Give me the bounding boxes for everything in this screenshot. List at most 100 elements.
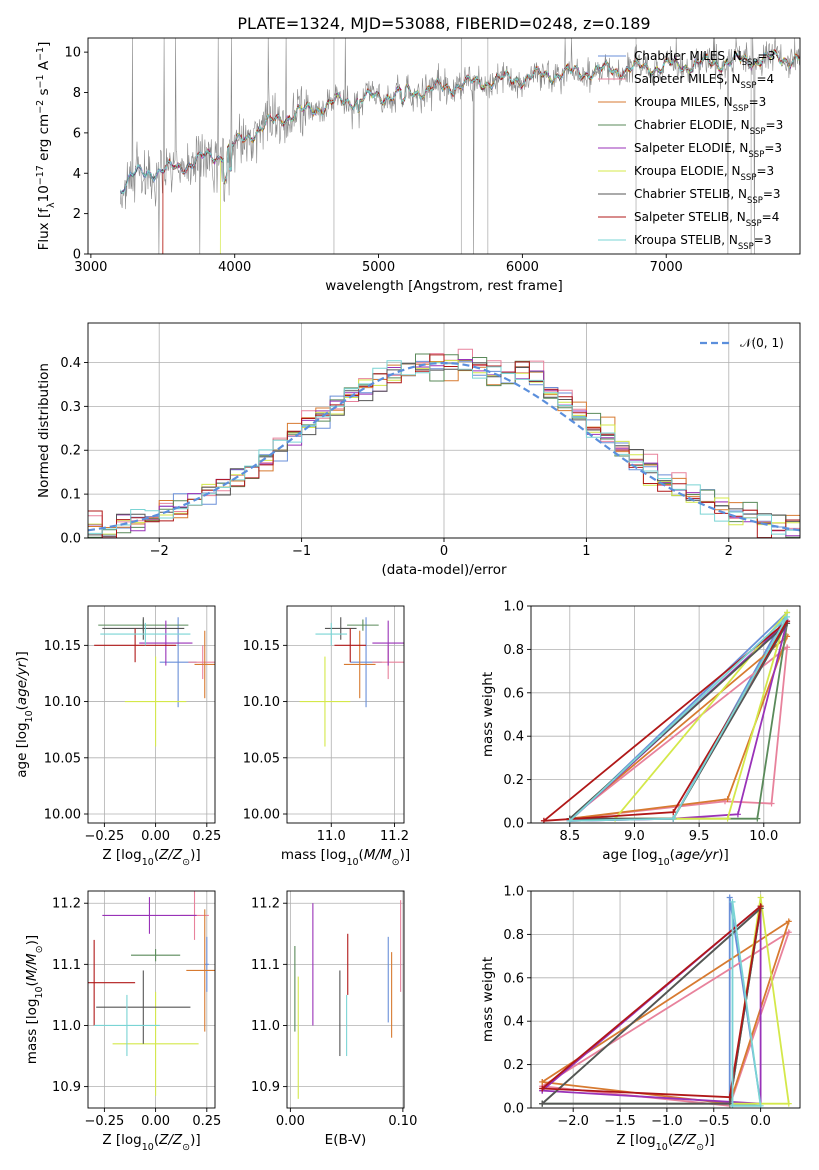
x-tick-label: 6000 — [506, 260, 539, 275]
axes-border — [530, 605, 801, 824]
legend-label-part: Salpeter STELIB, N — [634, 210, 746, 224]
y-axis-label: Normed distribution — [36, 363, 52, 498]
y-axis-label-part: −2 — [35, 100, 46, 114]
gridlines — [88, 606, 215, 823]
x-axis-label-part: )] — [704, 1132, 715, 1148]
y-axis-label-part: A — [36, 60, 52, 74]
y-tick-label: 0.0 — [503, 1102, 524, 1117]
legend-label-part: =3 — [764, 141, 782, 155]
x-tick-label: 1 — [582, 544, 590, 559]
x-axis-label: mass [log10(M/M⊙)] — [281, 847, 410, 868]
x-axis-label: E(B-V) — [325, 1132, 367, 1148]
error-bar — [139, 620, 193, 666]
x-axis-label-part: age/yr — [675, 847, 720, 863]
y-tick-label: 0.0 — [60, 532, 81, 547]
x-tick-label: 10.0 — [749, 829, 778, 844]
y-tick-label: 0 — [73, 248, 81, 263]
axes-frame: −0.25 0.00 0.25 10.00 10.05 10.10 10.15 — [44, 605, 221, 844]
y-tick-label: 11.0 — [52, 1019, 81, 1034]
legend-label-part: =3 — [749, 95, 767, 109]
y-tick-label: 1.0 — [503, 600, 524, 615]
y-axis-label-part: 10 — [34, 986, 45, 998]
y-axis-label-part: −1 — [35, 74, 46, 88]
x-tick-label: −0.25 — [84, 1114, 124, 1129]
legend-label-part: =3 — [763, 187, 781, 201]
y-axis-label: age [log10(age/yr)] — [14, 651, 35, 777]
residual-histogram-panel: −2 −1 0 1 2 0.0 0.1 0.2 0.3 0.4 (data-model)/error… — [36, 322, 801, 578]
y-tick-label: 10.9 — [52, 1080, 81, 1095]
error-bar — [299, 656, 351, 747]
error-bar — [100, 622, 191, 646]
weight-series-marker — [670, 809, 677, 816]
error-bar — [94, 994, 160, 1057]
spectrum-panel: 3000 4000 5000 6000 7000 0 2 4 6 8 10 wavelength [A… — [35, 37, 801, 294]
weight-series-marker — [724, 815, 731, 822]
x-tick-label: 4000 — [218, 260, 251, 275]
weight-vs-age-panel: 8.5 9.0 9.5 10.0 0.0 0.2 0.4 0.6 0.8 1.0 mass weig… — [480, 600, 801, 868]
x-axis-label: (data-model)/error — [381, 562, 507, 578]
legend-label-part: =3 — [756, 164, 774, 178]
y-tick-label: 0.0 — [503, 817, 524, 832]
weight-series-line — [541, 906, 762, 1105]
x-axis-label-part: )] — [400, 847, 411, 863]
mass-vs-ebv-panel: 0.00 0.10 10.9 11.0 11.1 11.2 E(B-V) — [251, 890, 417, 1148]
x-axis-label: Z [log10(Z/Z⊙)] — [102, 847, 200, 868]
weight-series-line — [541, 919, 791, 1105]
x-tick-label: 9.0 — [624, 829, 645, 844]
y-axis-label-part: )] — [24, 935, 40, 946]
x-axis-label-part: )] — [190, 1132, 201, 1148]
legend-label-part: Kroupa STELIB, N — [634, 233, 738, 247]
x-tick-label: 0.00 — [276, 1114, 305, 1129]
x-tick-label: −1.0 — [651, 1114, 683, 1129]
legend-label: Chabrier ELODIE, NSSP=3 — [634, 118, 783, 137]
x-axis-label-part: 10 — [142, 1142, 154, 1153]
error-bar — [88, 939, 136, 1026]
gridlines — [88, 891, 215, 1108]
x-axis-label-part: ( — [154, 847, 159, 863]
y-tick-label: 0.6 — [503, 686, 524, 701]
y-axis-label: Flux [fλ10−17 erg cm−2 s−1 A−1] — [35, 42, 57, 251]
x-axis-label-part: )] — [718, 847, 729, 863]
model-spectrum-line — [120, 50, 800, 195]
x-axis-label-part: Z [log — [616, 1132, 655, 1148]
y-axis-label-part: age [log — [14, 722, 30, 777]
legend-label-part: =3 — [766, 118, 784, 132]
error-bar — [194, 630, 215, 699]
y-tick-label: 10 — [64, 46, 81, 61]
legend-label: Salpeter STELIB, NSSP=4 — [634, 210, 779, 229]
x-axis-label-part: 10 — [142, 857, 154, 868]
y-tick-label: 8 — [73, 86, 81, 101]
y-tick-label: 11.1 — [52, 958, 81, 973]
axes-frame: 8.5 9.0 9.5 10.0 0.0 0.2 0.4 0.6 0.8 1.0 — [503, 600, 801, 844]
x-axis-label-part: Z/Z — [158, 1132, 183, 1148]
x-tick-label: 2 — [725, 544, 733, 559]
y-axis-label-part: −1 — [35, 47, 46, 61]
x-tick-label: −0.5 — [698, 1114, 730, 1129]
error-bar — [372, 620, 404, 666]
weight-series-marker — [729, 898, 736, 905]
x-axis-label-part: ( — [154, 1132, 159, 1148]
weight-series-marker — [539, 1085, 546, 1092]
legend-label: Chabrier MILES, NSSP=3 — [634, 49, 775, 68]
gridlines — [287, 891, 404, 1108]
legend-label-part: SSP — [738, 242, 754, 252]
legend-label-part: SSP — [750, 127, 766, 137]
y-axis-label-part: erg cm — [36, 114, 52, 165]
x-axis-label-part: 10 — [658, 857, 670, 868]
x-axis-label: wavelength [Angstrom, rest frame] — [325, 278, 563, 294]
y-tick-label: 0.4 — [503, 1015, 524, 1030]
error-bar — [334, 628, 367, 663]
error-bar — [96, 970, 191, 1044]
y-tick-label: 10.15 — [44, 639, 81, 654]
x-axis-label-part: Z/Z — [672, 1132, 697, 1148]
x-axis-label-part: 10 — [656, 1142, 668, 1153]
y-tick-label: 10.10 — [44, 695, 81, 710]
error-bar — [324, 617, 357, 640]
y-tick-label: 11.2 — [251, 897, 280, 912]
weight-series-marker — [785, 929, 792, 936]
weight-series-line — [541, 903, 762, 1099]
x-axis-label-part: Z [log — [102, 847, 141, 863]
y-axis-label-part: )] — [14, 651, 30, 662]
legend-label-part: Chabrier STELIB, N — [634, 187, 747, 201]
